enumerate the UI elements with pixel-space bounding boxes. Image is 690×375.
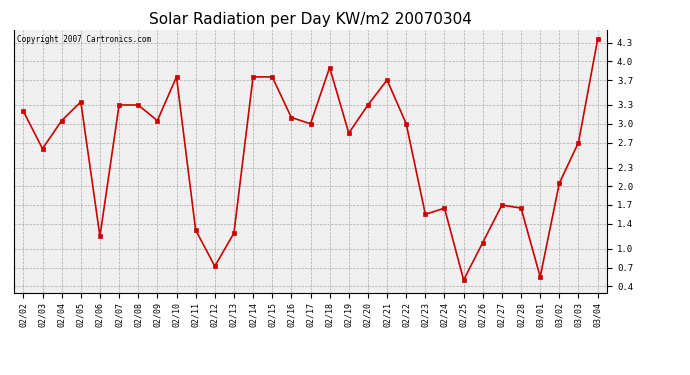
- Text: Copyright 2007 Cartronics.com: Copyright 2007 Cartronics.com: [17, 35, 151, 44]
- Title: Solar Radiation per Day KW/m2 20070304: Solar Radiation per Day KW/m2 20070304: [149, 12, 472, 27]
